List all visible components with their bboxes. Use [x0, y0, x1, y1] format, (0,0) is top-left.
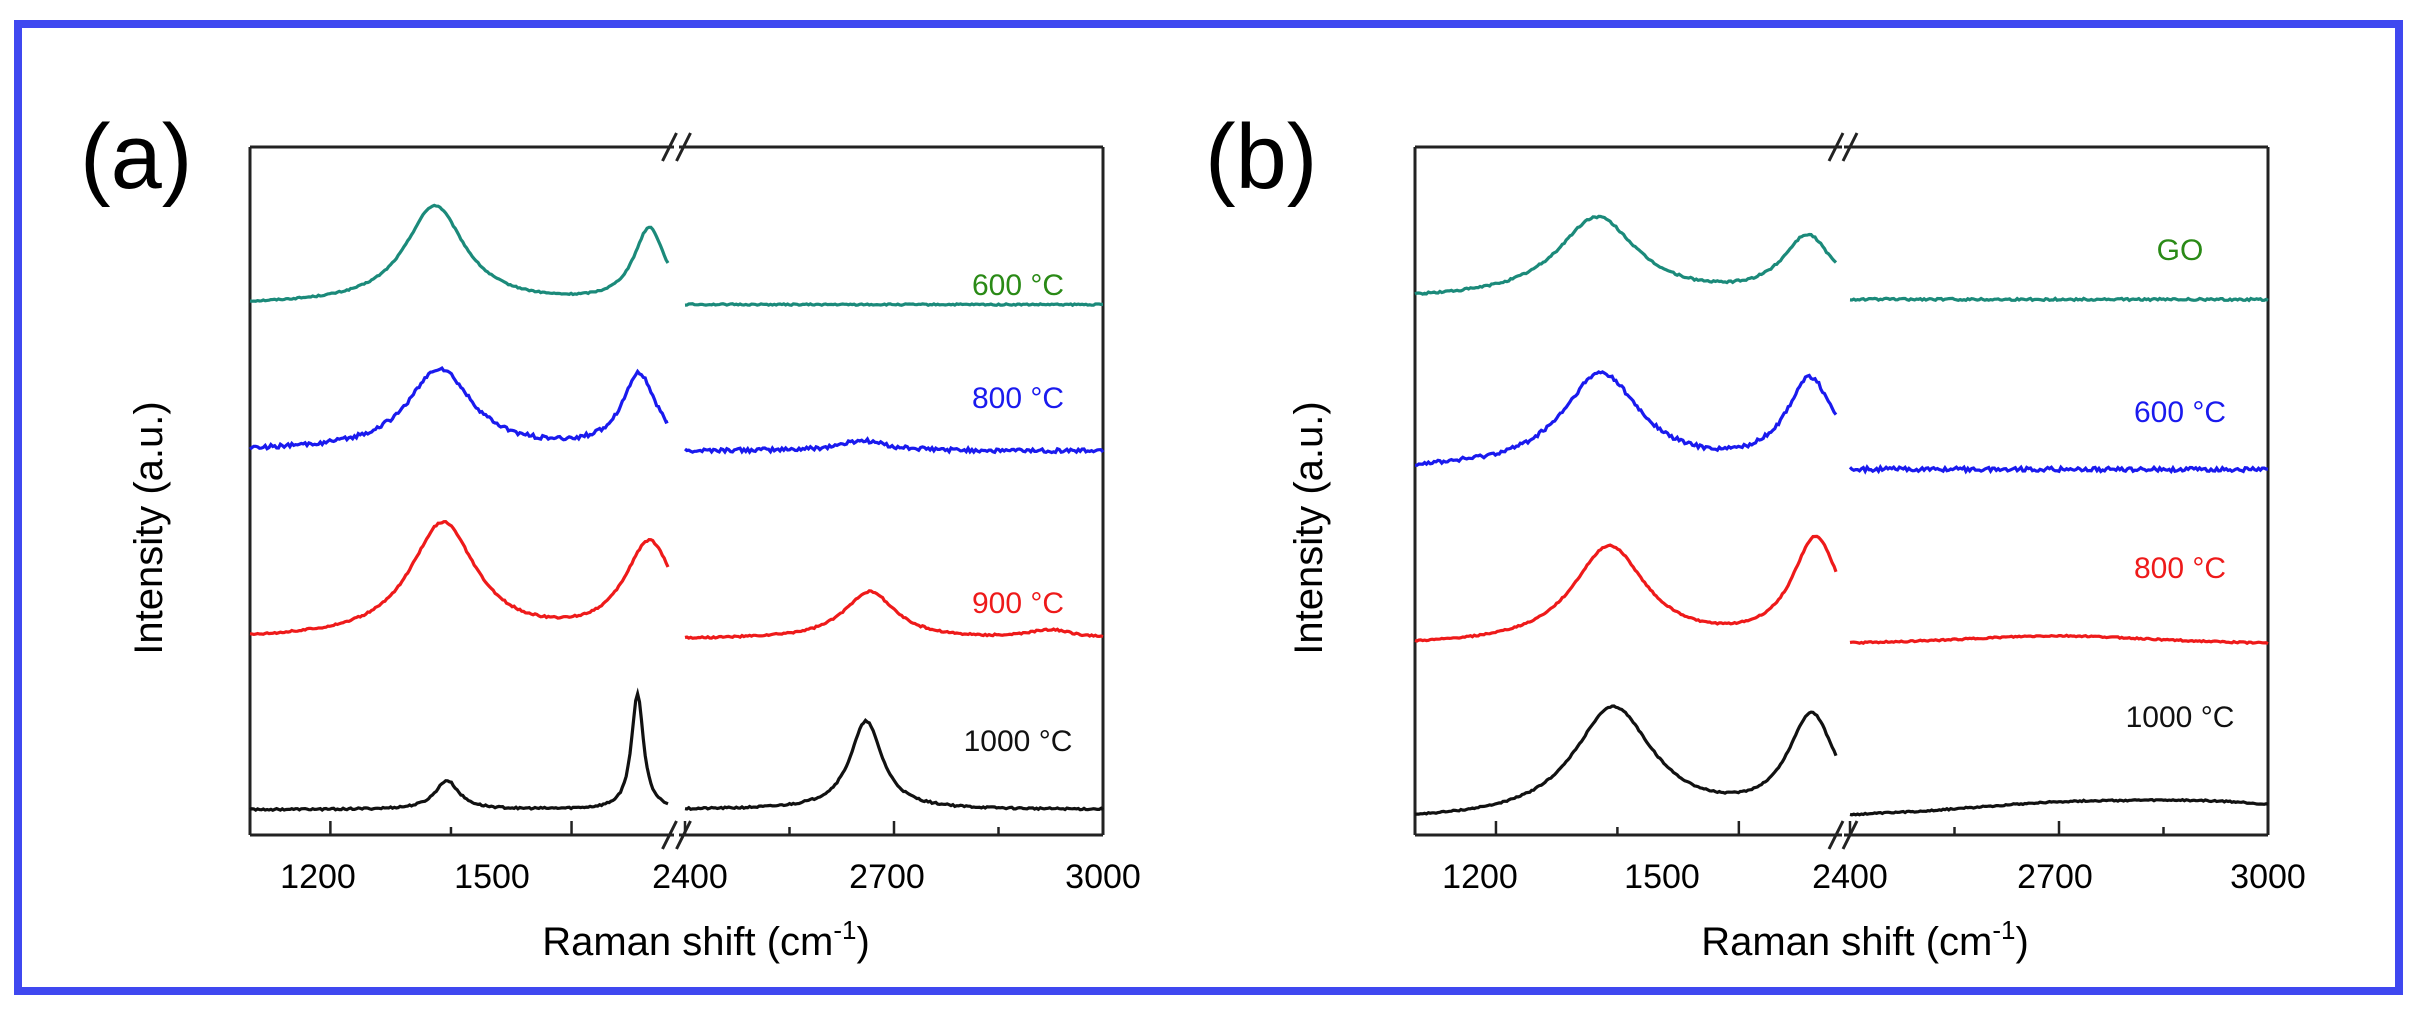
series-line-go-seg1	[1849, 296, 2269, 303]
tick-label-a-3000: 3000	[1065, 858, 1141, 896]
axis-break-mark	[1827, 820, 1845, 850]
series-line-600c-seg1	[1848, 463, 2269, 475]
series-label-b-go: GO	[2157, 234, 2204, 267]
panel-a: (a) Intensity (a.u.) Raman shift (cm-1) …	[80, 106, 1141, 964]
series-line-600c-seg0	[1414, 370, 1838, 467]
tick-label-a-2700: 2700	[849, 858, 925, 896]
axis-break-mark	[1841, 132, 1859, 162]
series-line-600c-seg1	[684, 302, 1103, 308]
x-axis-label-a: Raman shift (cm-1)	[542, 915, 870, 964]
panel-b: (b) Intensity (a.u.) Raman shift (cm-1) …	[1205, 106, 2306, 964]
tick-label-b-1500: 1500	[1624, 858, 1700, 896]
x-axis-label-a-close: )	[856, 920, 869, 964]
series-label-b-1000: 1000 °C	[2126, 701, 2235, 734]
series-line-1000c-seg1	[1849, 797, 2269, 817]
series-line-900c-seg1	[684, 589, 1104, 640]
tick-label-b-3000: 3000	[2230, 858, 2306, 896]
tick-label-a-2400: 2400	[652, 858, 728, 896]
series-line-go-seg0	[1414, 214, 1838, 296]
series-line-800c-seg1	[1849, 633, 2269, 646]
x-axis-label-a-sup: -1	[833, 915, 856, 945]
x-axis-label-b: Raman shift (cm-1)	[1701, 915, 2029, 964]
axis-break-mark	[675, 132, 692, 162]
axis-break-mark	[675, 820, 692, 850]
series-label-a-800: 800 °C	[972, 382, 1064, 415]
series-label-a-1000: 1000 °C	[964, 725, 1073, 758]
axis-break-mark	[661, 820, 678, 850]
x-axis-label-b-sup: -1	[1992, 915, 2015, 945]
series-line-1000c-seg1	[684, 718, 1104, 812]
tick-label-a-1500: 1500	[454, 858, 530, 896]
x-axis-label-b-text: Raman shift (cm	[1701, 920, 1992, 964]
y-axis-label-b: Intensity (a.u.)	[1287, 401, 1331, 654]
axis-break-mark	[661, 132, 678, 162]
x-axis-label-a-text: Raman shift (cm	[542, 920, 833, 964]
tick-label-b-2400: 2400	[1812, 858, 1888, 896]
series-line-900c-seg0	[249, 519, 670, 637]
figure-frame	[14, 20, 2403, 995]
series-line-800c-seg1	[684, 436, 1105, 455]
series-line-1000c-seg0	[1414, 704, 1838, 816]
series-line-600c-seg0	[249, 203, 670, 303]
axis-break-mark	[1827, 132, 1845, 162]
series-label-b-600: 600 °C	[2134, 396, 2226, 429]
tick-label-b-1200: 1200	[1442, 858, 1518, 896]
series-line-800c-seg0	[249, 365, 669, 451]
series-label-b-800: 800 °C	[2134, 552, 2226, 585]
panel-label-a: (a)	[80, 106, 192, 208]
tick-label-b-2700: 2700	[2017, 858, 2093, 896]
panel-label-b: (b)	[1205, 106, 1317, 208]
x-axis-label-b-close: )	[2015, 920, 2028, 964]
series-label-a-600: 600 °C	[972, 269, 1064, 302]
y-axis-label-a: Intensity (a.u.)	[127, 401, 171, 654]
series-line-800c-seg0	[1414, 534, 1838, 643]
tick-label-a-1200: 1200	[280, 858, 356, 896]
series-label-a-900: 900 °C	[972, 587, 1064, 620]
series-line-1000c-seg0	[249, 687, 669, 812]
